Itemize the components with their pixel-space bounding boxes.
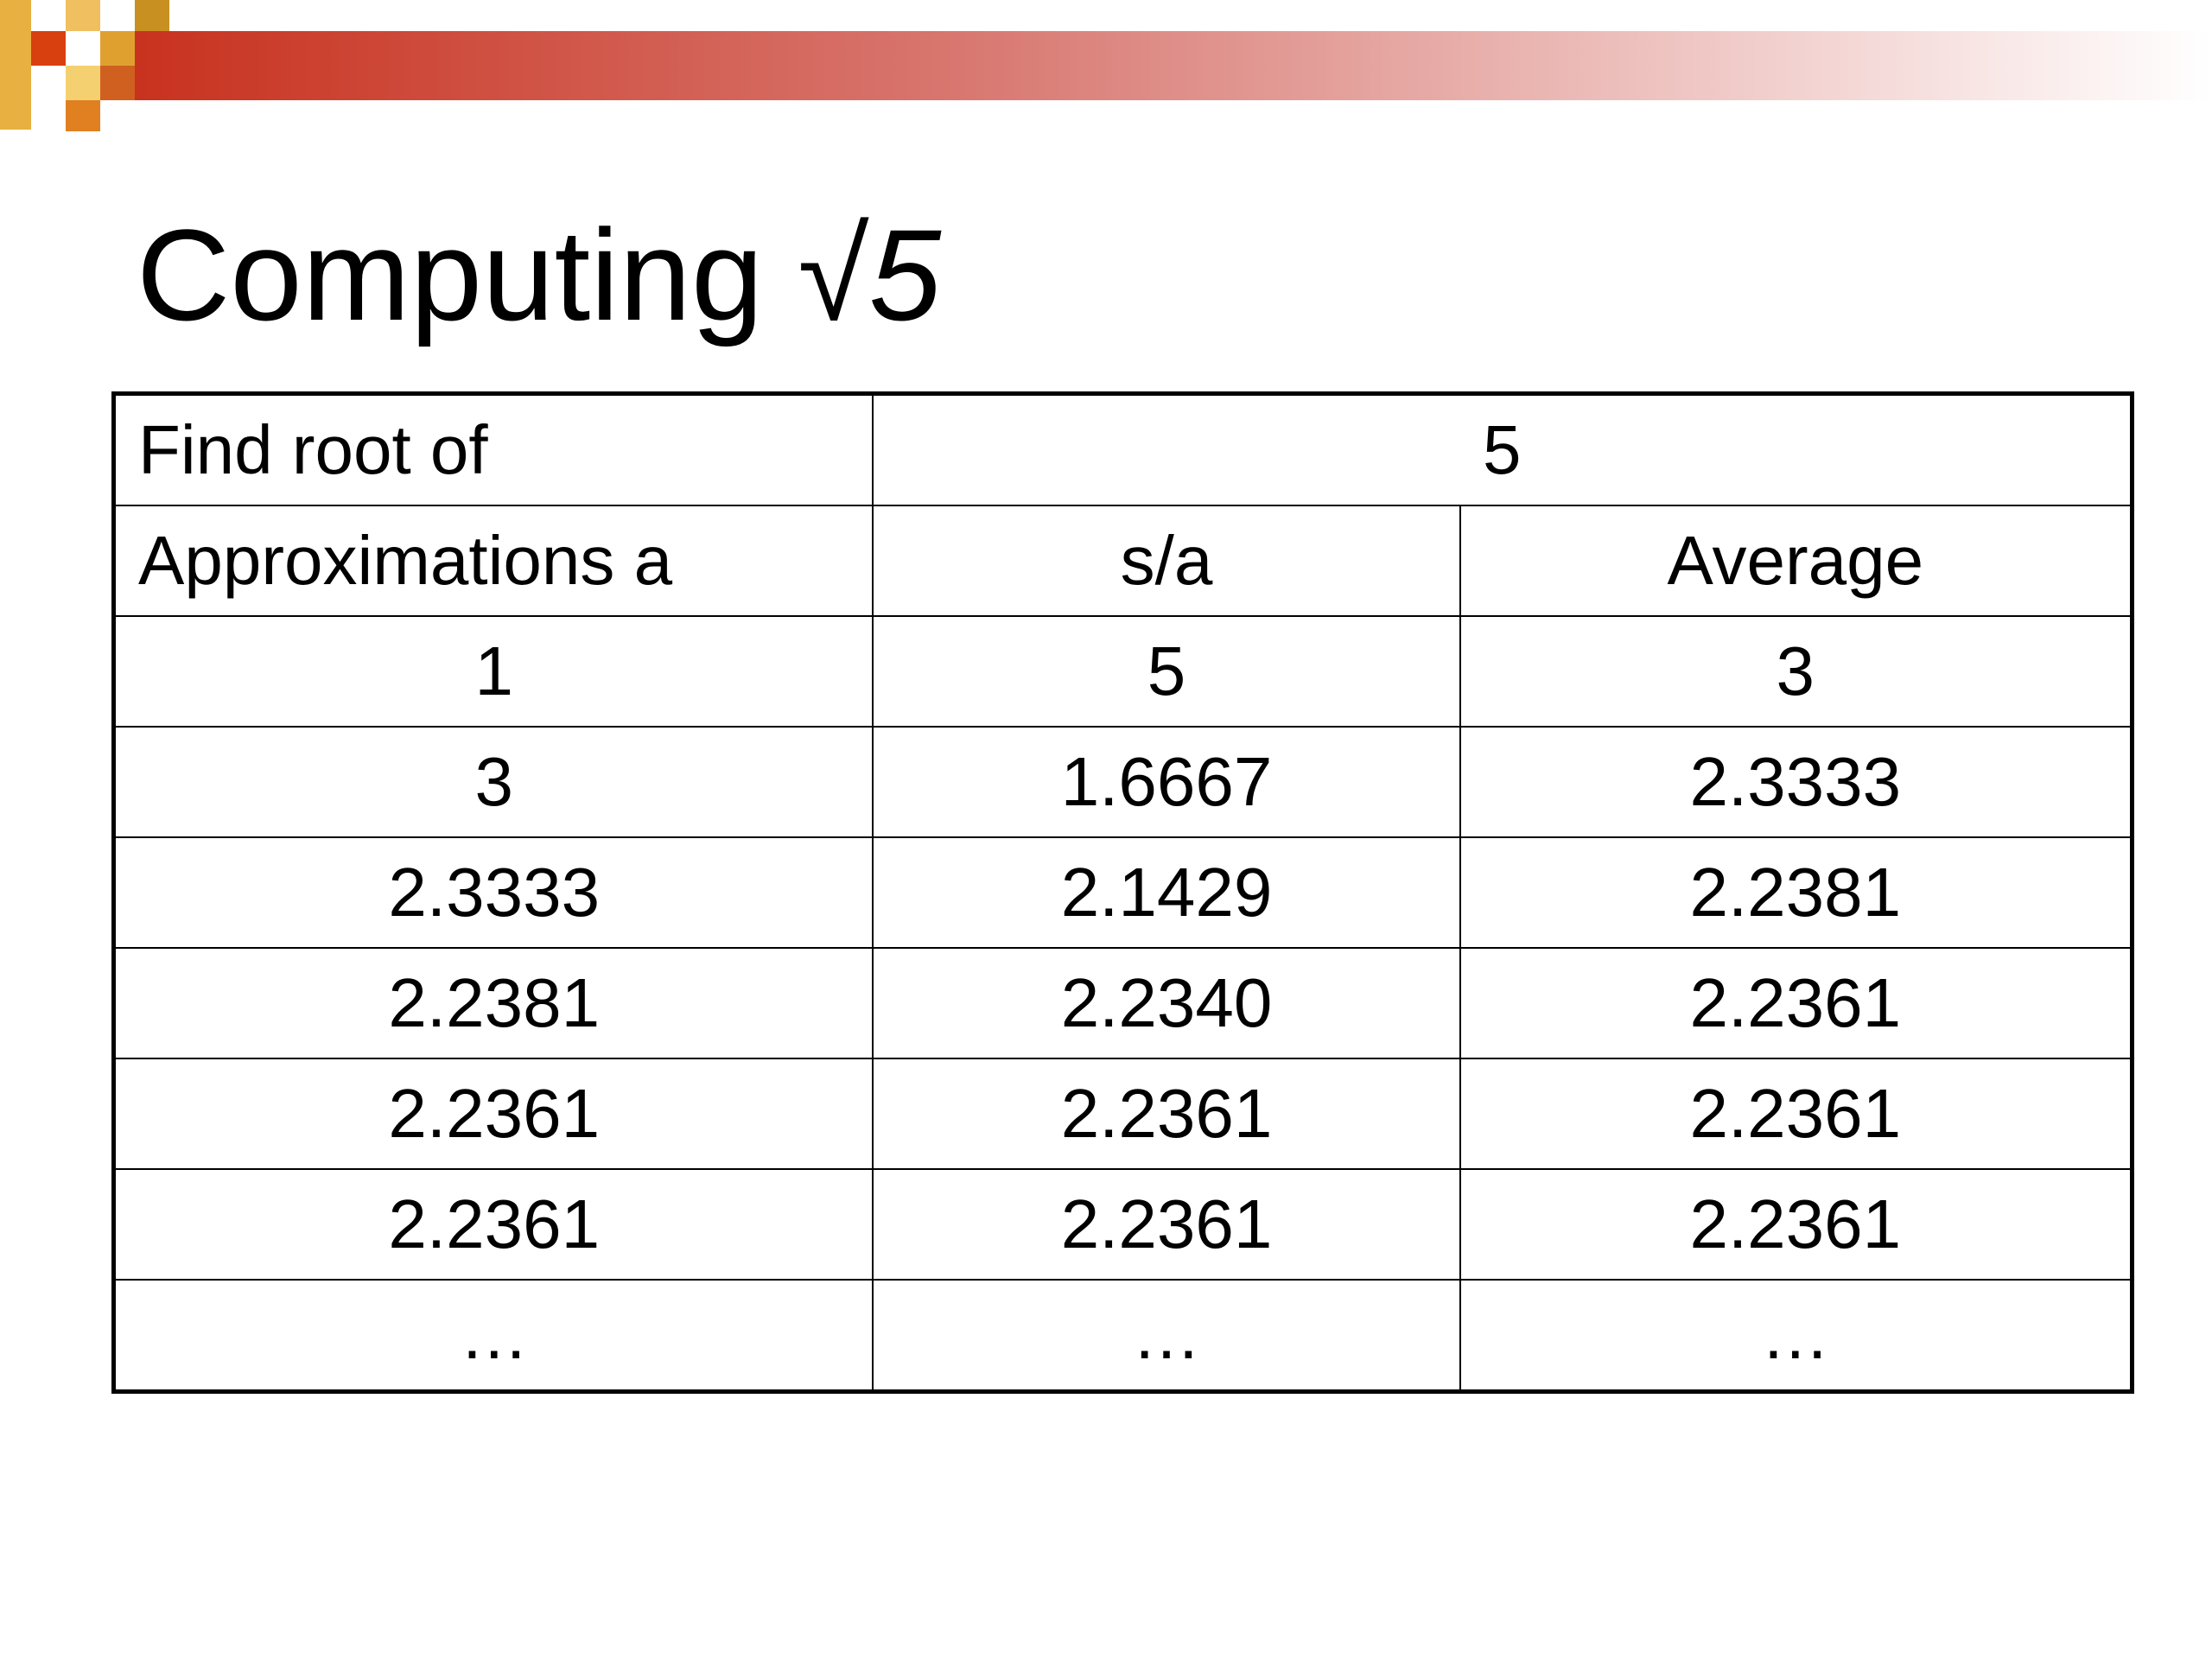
row-label: Approximations a [112,505,874,617]
table-row: 3 1.6667 2.3333 [112,726,2133,838]
table-cell: 2.2361 [112,1168,874,1281]
table-cell: 1 [112,615,874,728]
deco-square [66,100,100,131]
table-cell: s/a [872,505,1461,617]
slide-title: Computing √5 [137,197,941,353]
deco-square [31,31,66,66]
table-cell: 2.2361 [1459,1058,2133,1170]
table-cell: 2.2381 [112,947,874,1059]
table-cell: 2.3333 [112,836,874,949]
table-cell: … [1459,1279,2133,1393]
table-cell: 3 [1459,615,2133,728]
table-cell: … [872,1279,1461,1393]
deco-square [100,66,135,100]
table-cell: 2.2361 [112,1058,874,1170]
table-cell: 2.2340 [872,947,1461,1059]
header-decoration [0,0,2212,131]
deco-square [66,66,100,100]
table-row: 2.3333 2.1429 2.2381 [112,836,2133,949]
deco-square [135,0,169,31]
table-cell: 2.2361 [1459,947,2133,1059]
table-row: 2.2361 2.2361 2.2361 [112,1168,2133,1281]
table-cell: 3 [112,726,874,838]
table-cell: 2.1429 [872,836,1461,949]
table-row: 2.2381 2.2340 2.2361 [112,947,2133,1059]
table-body: Find root of 5 Approximations a s/a Average 1… [112,392,2133,1393]
table-cell: 1.6667 [872,726,1461,838]
table: Find root of 5 Approximations a s/a Average 1… [111,391,2134,1394]
table-cell: 2.2361 [872,1168,1461,1281]
row-label: Find root of [112,392,874,506]
table-cell: 5 [872,615,1461,728]
table-row: Find root of 5 [112,392,2133,506]
table-cell: 2.2381 [1459,836,2133,949]
table-row: ……… [112,1279,2133,1393]
table-row: 2.2361 2.2361 2.2361 [112,1058,2133,1170]
header-bar [130,31,2212,100]
deco-square [100,31,135,66]
title-text: Computing [137,202,764,347]
table-row: Approximations a s/a Average [112,505,2133,617]
table-cell: 2.2361 [872,1058,1461,1170]
table-cell: 2.2361 [1459,1168,2133,1281]
deco-square [0,0,31,130]
deco-square [66,0,100,31]
table-cell: Average [1459,505,2133,617]
table-cell: … [112,1279,874,1393]
table-cell: 2.3333 [1459,726,2133,838]
table-cell: 5 [872,392,2133,506]
title-math: √5 [798,202,942,347]
